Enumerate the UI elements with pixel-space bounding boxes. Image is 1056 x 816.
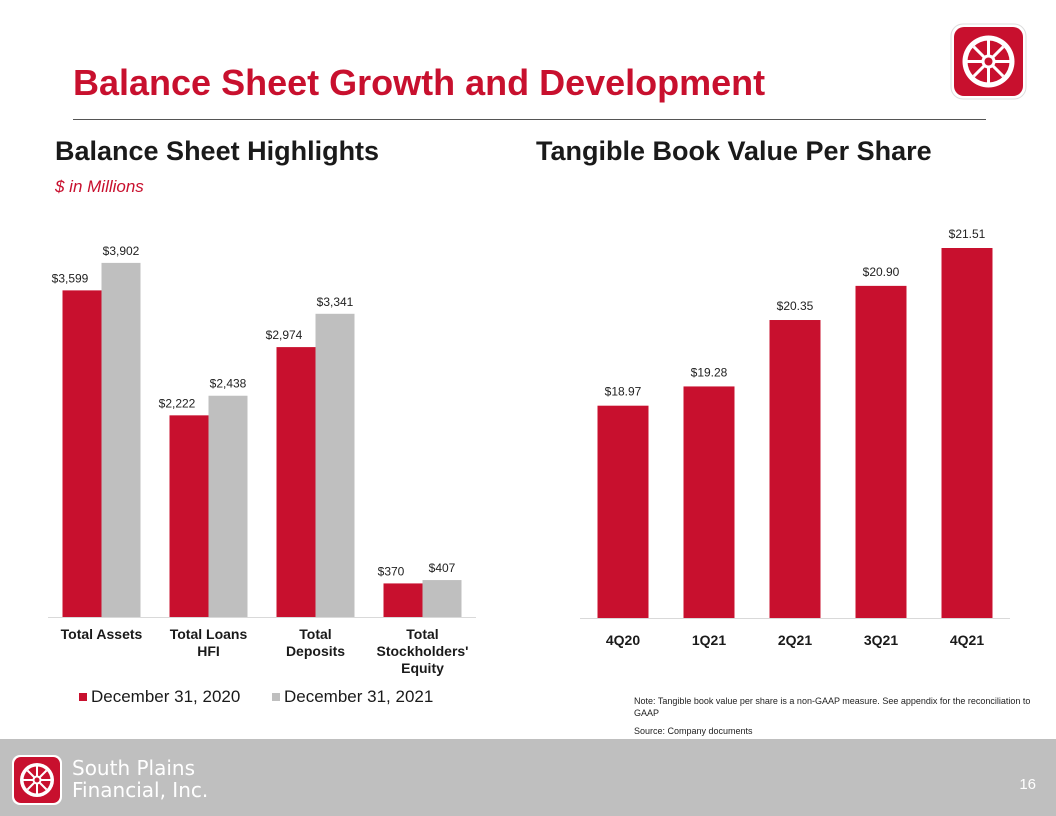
data-label: $18.97	[605, 385, 642, 399]
bar-tbv	[769, 320, 821, 618]
data-label: $19.28	[691, 365, 728, 379]
x-tick-label: Total	[299, 626, 331, 642]
legend-label: December 31, 2020	[91, 687, 240, 706]
data-label: $20.90	[863, 265, 900, 279]
x-tick-label: Stockholders'	[376, 643, 468, 659]
company-logo	[949, 22, 1028, 101]
data-label: $3,341	[317, 295, 354, 309]
legend-swatch	[79, 693, 87, 701]
data-label: $3,599	[52, 271, 89, 285]
page-number: 16	[1019, 776, 1036, 793]
data-label: $407	[429, 561, 456, 575]
page-title: Balance Sheet Growth and Development	[73, 62, 766, 103]
bar-2021	[315, 313, 355, 617]
bar-2021	[422, 580, 462, 617]
balance-sheet-heading: Balance Sheet Highlights	[55, 136, 380, 166]
footer-bar: South Plains Financial, Inc. 16	[0, 739, 1056, 816]
bar-tbv	[597, 405, 649, 618]
logo-icon	[950, 23, 1027, 100]
x-tick-label: Deposits	[286, 643, 345, 659]
legend-label: December 31, 2021	[284, 687, 433, 706]
x-tick-label: Total Loans	[170, 626, 248, 642]
footnote: Note: Tangible book value per share is a…	[634, 696, 1031, 718]
data-label: $370	[378, 564, 405, 578]
x-tick-label: 3Q21	[864, 632, 898, 648]
source-note: Source: Company documents	[634, 726, 753, 736]
bar-2021	[101, 262, 141, 617]
bar-2020	[383, 583, 423, 617]
x-tick-label: HFI	[197, 643, 220, 659]
footer-logo-icon	[12, 755, 62, 805]
x-tick-label: Total Assets	[61, 626, 143, 642]
bar-2020	[169, 415, 209, 617]
units-label: $ in Millions	[55, 177, 144, 196]
bar-tbv	[855, 285, 907, 618]
company-name-line2: Financial, Inc.	[72, 778, 209, 802]
bar-2021	[208, 395, 248, 617]
data-label: $2,438	[210, 377, 247, 391]
data-label: $2,974	[266, 328, 303, 342]
tbv-heading: Tangible Book Value Per Share	[536, 136, 932, 166]
company-name-line1: South Plains	[72, 756, 196, 780]
x-tick-label: 1Q21	[692, 632, 726, 648]
data-label: $20.35	[777, 299, 814, 313]
bar-tbv	[941, 248, 993, 618]
x-tick-label: 4Q20	[606, 632, 640, 648]
bar-2020	[62, 290, 102, 617]
data-label: $3,902	[103, 244, 140, 258]
x-tick-label: 4Q21	[950, 632, 984, 648]
x-tick-label: Equity	[401, 660, 444, 676]
x-tick-label: Total	[406, 626, 438, 642]
x-tick-label: 2Q21	[778, 632, 812, 648]
footer-logo	[11, 754, 63, 806]
footer-company-name: South Plains Financial, Inc.	[72, 757, 208, 801]
title-divider	[73, 119, 986, 120]
bar-tbv	[683, 386, 735, 618]
legend-swatch	[272, 693, 280, 701]
data-label: $21.51	[949, 227, 986, 241]
data-label: $2,222	[159, 396, 196, 410]
bar-2020	[276, 347, 316, 617]
